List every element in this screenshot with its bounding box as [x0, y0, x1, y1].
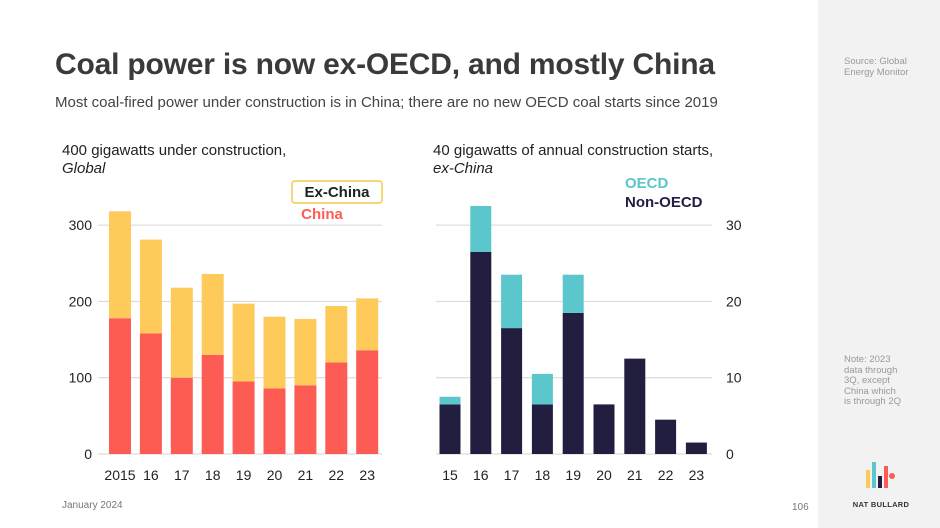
bar-ex-china: [294, 318, 317, 386]
legend-china: China: [301, 206, 343, 223]
y-tick-label: 30: [726, 217, 742, 233]
x-tick-label: 21: [298, 467, 314, 483]
page-subtitle: Most coal-fired power under construction…: [55, 94, 718, 111]
right-chart-title: 40 gigawatts of annual construction star…: [433, 142, 714, 159]
bar-china: [325, 362, 348, 454]
bar-china: [232, 381, 255, 454]
y-tick-label: 0: [726, 446, 734, 462]
bar-china: [170, 377, 193, 454]
left-chart-title: 400 gigawatts under construction,: [62, 142, 287, 159]
y-tick-label: 200: [69, 293, 93, 309]
x-tick-label: 21: [627, 467, 643, 483]
legend-oecd: OECD: [625, 175, 669, 192]
page-number: 106: [792, 502, 809, 513]
x-tick-label: 18: [205, 467, 221, 483]
legend-non-oecd: Non-OECD: [625, 194, 703, 211]
bar-oecd: [531, 373, 553, 405]
x-tick-label: 22: [658, 467, 674, 483]
y-tick-label: 0: [84, 446, 92, 462]
bar-ex-china: [109, 211, 131, 319]
bar-non-oecd: [439, 404, 461, 454]
x-tick-label: 22: [329, 467, 345, 483]
source-note: Source: Global Energy Monitor: [844, 56, 909, 78]
right-chart-subtitle: ex-China: [433, 160, 494, 177]
bar-ex-china: [263, 316, 286, 389]
brand-name: NAT BULLARD: [852, 500, 910, 509]
bar-oecd: [439, 396, 461, 405]
x-tick-label: 2015: [104, 467, 135, 483]
x-tick-label: 20: [267, 467, 283, 483]
bar-non-oecd: [624, 358, 646, 454]
bar-china: [294, 385, 317, 454]
bar-non-oecd: [501, 328, 523, 454]
bar-ex-china: [232, 303, 255, 382]
bar-ex-china: [139, 239, 162, 334]
bar-ex-china: [170, 287, 193, 378]
x-tick-label: 17: [504, 467, 520, 483]
y-tick-label: 100: [69, 370, 93, 386]
left-chart-heading: 400 gigawatts under construction, Global: [62, 142, 286, 178]
x-tick-label: 16: [473, 467, 489, 483]
bar-non-oecd: [655, 419, 677, 454]
bar-ex-china: [325, 305, 348, 363]
footer-date: January 2024: [62, 500, 123, 511]
bar-non-oecd: [593, 404, 615, 454]
right-chart-heading: 40 gigawatts of annual construction star…: [433, 142, 713, 178]
legend-ex-china: Ex-China: [304, 184, 370, 201]
bar-non-oecd: [531, 404, 553, 454]
x-tick-label: 23: [359, 467, 375, 483]
bar-china: [201, 354, 224, 454]
bar-china: [139, 333, 162, 454]
sidebar: [818, 0, 940, 528]
x-tick-label: 18: [535, 467, 551, 483]
bar-oecd: [470, 206, 492, 252]
bar-non-oecd: [685, 442, 707, 454]
left-chart-subtitle: Global: [62, 160, 106, 177]
x-tick-label: 16: [143, 467, 159, 483]
x-tick-label: 23: [689, 467, 705, 483]
bar-oecd: [501, 274, 523, 329]
x-tick-label: 19: [565, 467, 581, 483]
data-note: Note: 2023 data through 3Q, except China…: [844, 354, 902, 407]
x-tick-label: 15: [442, 467, 458, 483]
bar-non-oecd: [562, 312, 584, 454]
bar-non-oecd: [470, 251, 492, 454]
legend-box: [291, 180, 383, 204]
y-tick-label: 20: [726, 293, 742, 309]
bar-oecd: [562, 274, 584, 313]
bar-china: [109, 318, 131, 454]
bar-ex-china: [201, 273, 224, 355]
y-tick-label: 10: [726, 370, 742, 386]
page-title: Coal power is now ex-OECD, and mostly Ch…: [55, 48, 715, 81]
x-tick-label: 17: [174, 467, 190, 483]
bar-china: [263, 388, 286, 454]
bar-china: [356, 350, 379, 454]
x-tick-label: 19: [236, 467, 252, 483]
x-tick-label: 20: [596, 467, 612, 483]
y-tick-label: 300: [69, 217, 93, 233]
slide: [0, 0, 818, 528]
bar-ex-china: [356, 298, 379, 351]
